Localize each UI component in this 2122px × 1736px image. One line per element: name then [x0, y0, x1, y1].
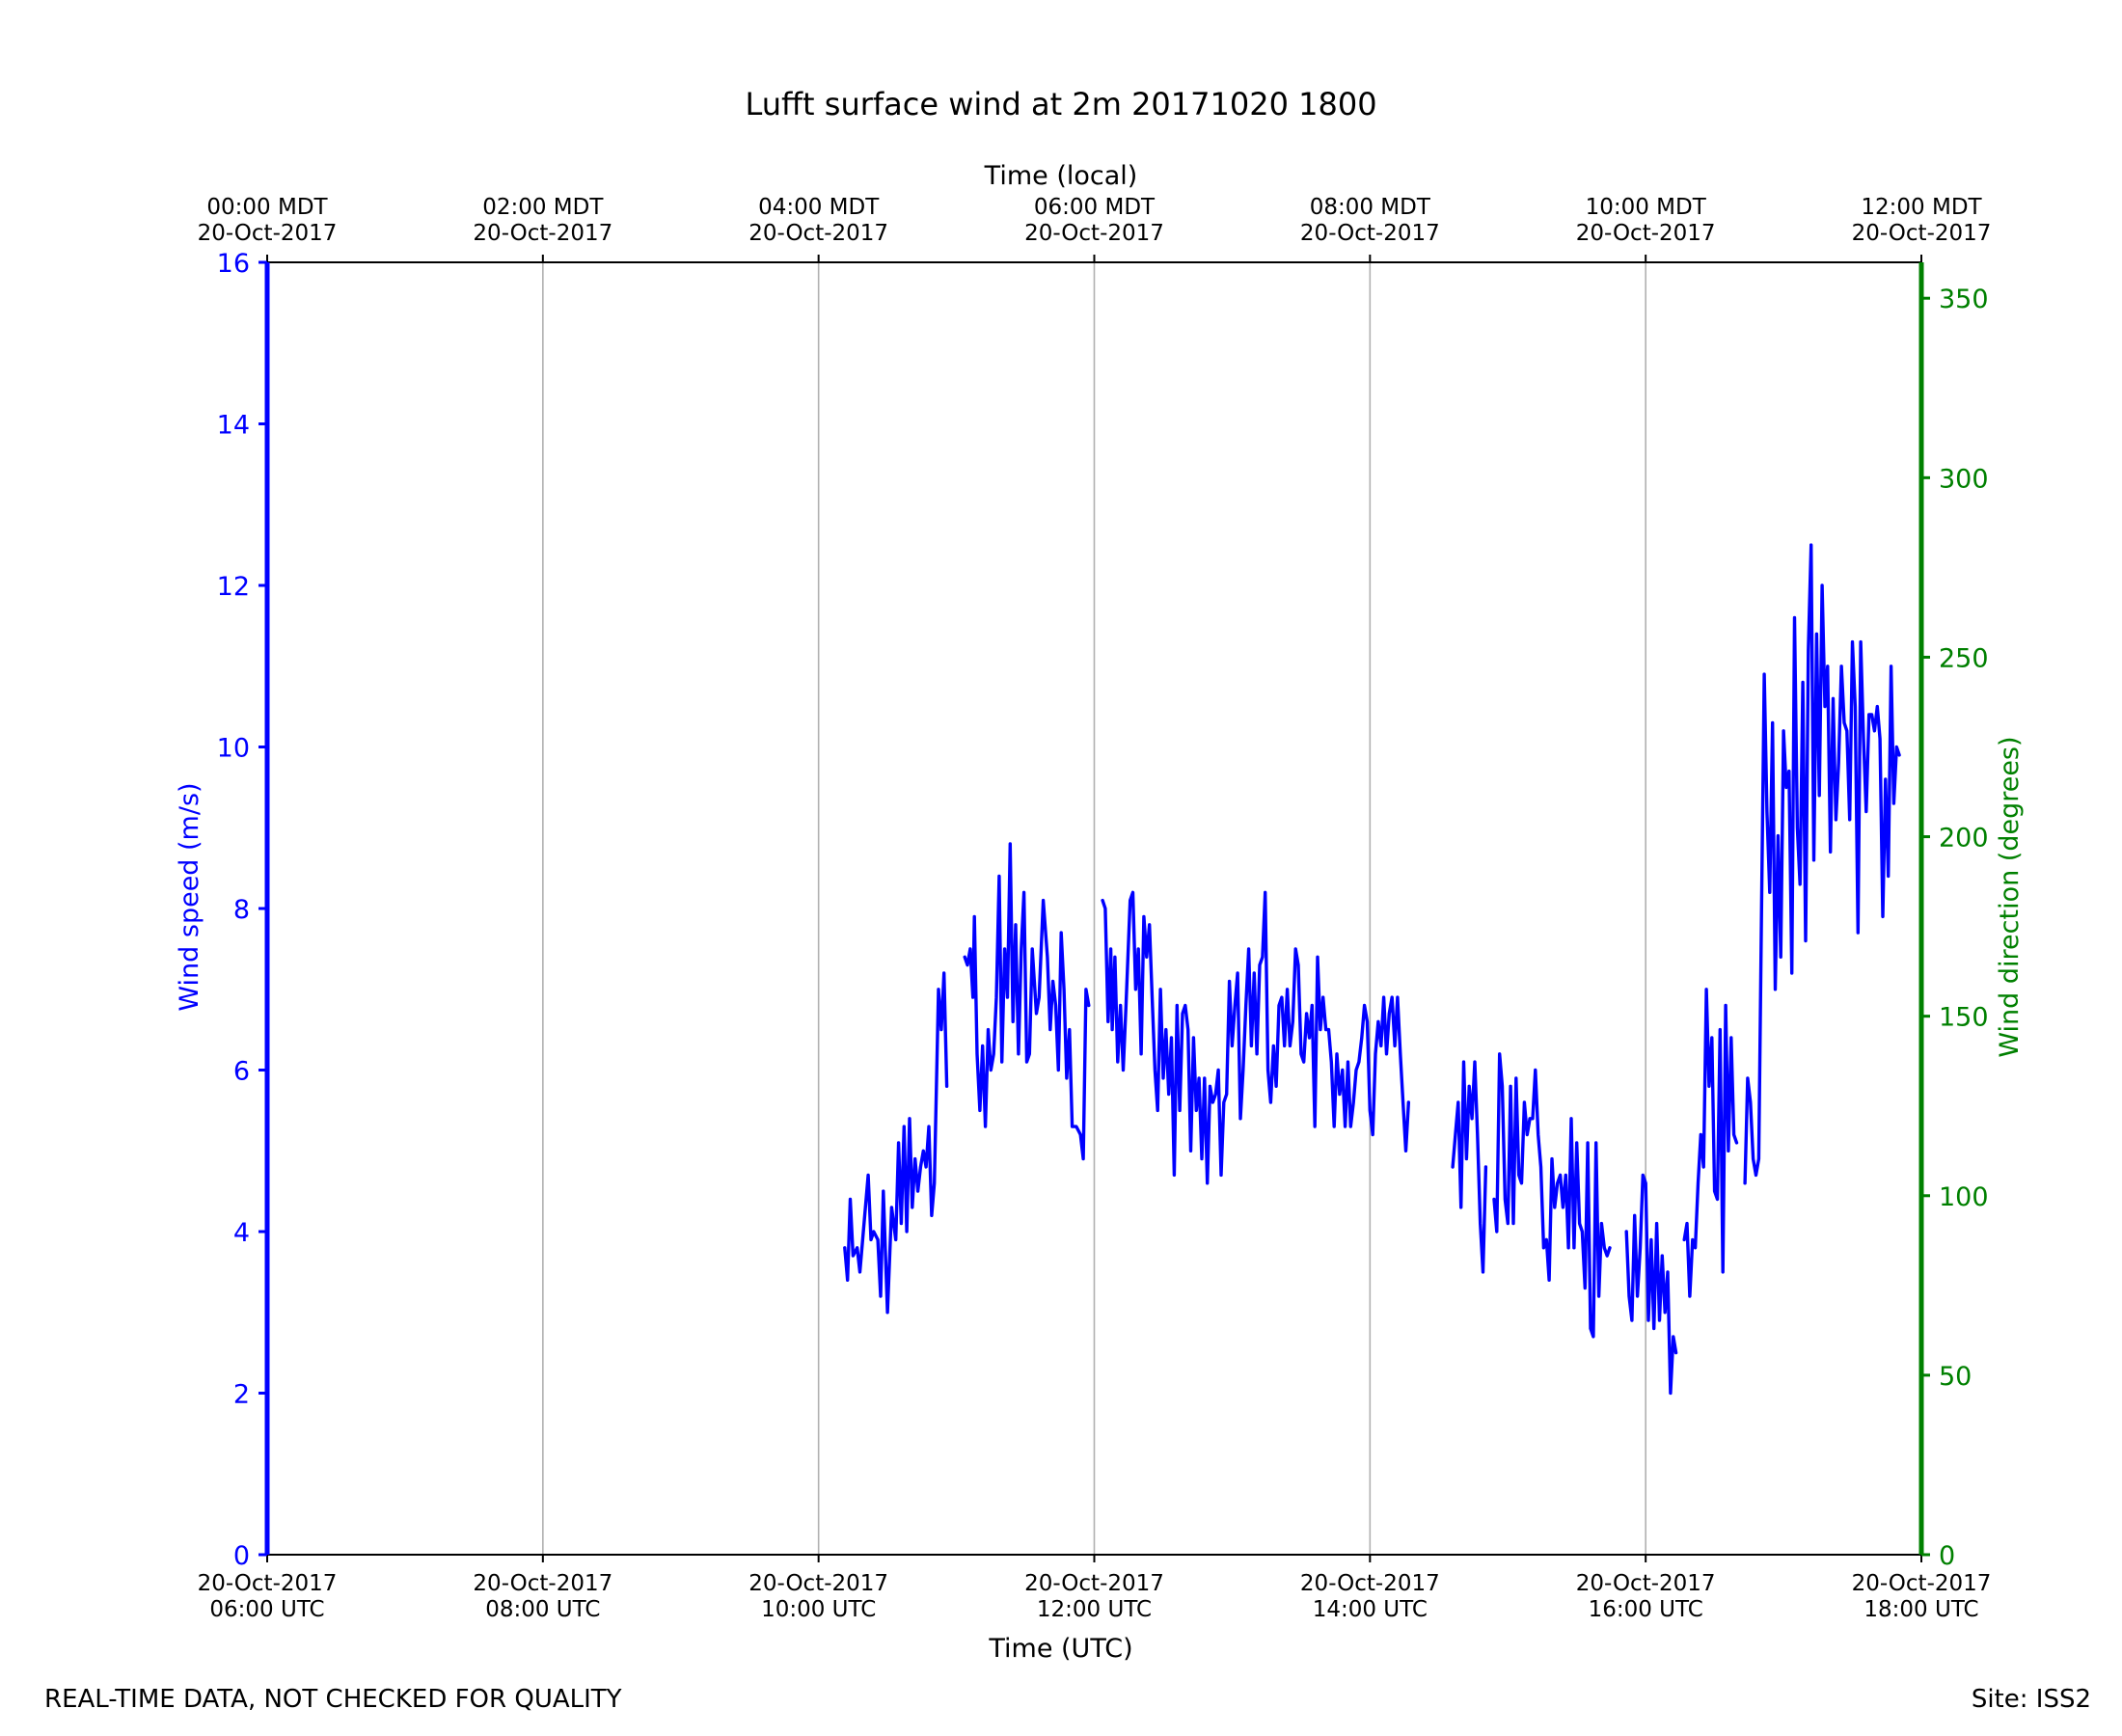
y-tick-label: 2 — [233, 1380, 250, 1410]
y2-tick-label: 0 — [1939, 1541, 1955, 1571]
series-layer — [843, 543, 1901, 1396]
y2-tick-label: 100 — [1939, 1182, 1989, 1212]
x-tick-label-time: 10:00 UTC — [761, 1597, 876, 1622]
x-tick-label-time: 12:00 UTC — [1037, 1597, 1152, 1622]
top-tick-label-time: 06:00 MDT — [1034, 195, 1156, 220]
y2-axis-label: Wind direction (degrees) — [1995, 736, 2025, 1057]
y2-tick-label: 300 — [1939, 464, 1989, 494]
y2-tick-label: 150 — [1939, 1003, 1989, 1033]
top-tick-label-time: 02:00 MDT — [482, 195, 604, 220]
quality-note: REAL-TIME DATA, NOT CHECKED FOR QUALITY — [44, 1685, 622, 1714]
top-tick-label-date: 20-Oct-2017 — [473, 221, 612, 246]
top-tick-label-date: 20-Oct-2017 — [1576, 221, 1716, 246]
wind-speed-line — [843, 971, 949, 1315]
top-tick-label-date: 20-Oct-2017 — [1852, 221, 1992, 246]
y2-tick-label: 200 — [1939, 824, 1989, 854]
y-tick-label: 6 — [233, 1057, 250, 1087]
x-tick-label-date: 20-Oct-2017 — [1576, 1571, 1716, 1596]
wind-speed-line — [1451, 1060, 1488, 1274]
site-label: Site: ISS2 — [1972, 1685, 2091, 1714]
top-tick-label-date: 20-Oct-2017 — [1300, 221, 1440, 246]
x-axis-label: Time (UTC) — [988, 1634, 1132, 1664]
y2-tick-label: 50 — [1939, 1362, 1972, 1392]
x-tick-label-date: 20-Oct-2017 — [198, 1571, 338, 1596]
top-tick-label-time: 08:00 MDT — [1310, 195, 1431, 220]
x-tick-label-time: 18:00 UTC — [1864, 1597, 1978, 1622]
y-tick-label: 12 — [217, 572, 250, 602]
top-tick-label-time: 00:00 MDT — [206, 195, 328, 220]
wind-speed-line — [1682, 988, 1739, 1298]
y-tick-label: 16 — [217, 249, 250, 279]
wind-speed-line — [1101, 890, 1411, 1185]
x-tick-label-date: 20-Oct-2017 — [473, 1571, 612, 1596]
y-tick-label: 14 — [217, 411, 250, 441]
x-tick-label-date: 20-Oct-2017 — [1024, 1571, 1164, 1596]
x-tick-label-time: 16:00 UTC — [1589, 1597, 1703, 1622]
y2-tick-label: 250 — [1939, 643, 1989, 673]
y2-tick-label: 350 — [1939, 285, 1989, 314]
x-tick-label-time: 06:00 UTC — [209, 1597, 324, 1622]
y-tick-label: 0 — [233, 1541, 250, 1571]
y-tick-label: 10 — [217, 734, 250, 764]
chart-title: Lufft surface wind at 2m 20171020 1800 — [745, 86, 1376, 122]
top-tick-label-date: 20-Oct-2017 — [748, 221, 888, 246]
top-axis-label: Time (local) — [984, 161, 1138, 191]
grid-lines — [542, 262, 1646, 1555]
y-tick-label: 4 — [233, 1218, 250, 1248]
y-axis-label: Wind speed (m/s) — [175, 782, 204, 1011]
top-tick-label-time: 04:00 MDT — [758, 195, 880, 220]
x-tick-label-date: 20-Oct-2017 — [748, 1571, 888, 1596]
top-tick-label-date: 20-Oct-2017 — [1024, 221, 1164, 246]
top-tick-label-date: 20-Oct-2017 — [198, 221, 338, 246]
x-tick-label-time: 08:00 UTC — [485, 1597, 600, 1622]
x-tick-label-date: 20-Oct-2017 — [1852, 1571, 1992, 1596]
y-tick-label: 8 — [233, 895, 250, 925]
wind-speed-line — [1624, 1173, 1678, 1396]
top-tick-label-time: 12:00 MDT — [1861, 195, 1982, 220]
wind-speed-line — [963, 842, 1091, 1161]
wind-speed-line — [1743, 543, 1901, 1185]
top-tick-label-time: 10:00 MDT — [1586, 195, 1707, 220]
wind-speed-line — [1492, 1052, 1612, 1339]
x-tick-label-time: 14:00 UTC — [1313, 1597, 1428, 1622]
x-tick-label-date: 20-Oct-2017 — [1300, 1571, 1440, 1596]
